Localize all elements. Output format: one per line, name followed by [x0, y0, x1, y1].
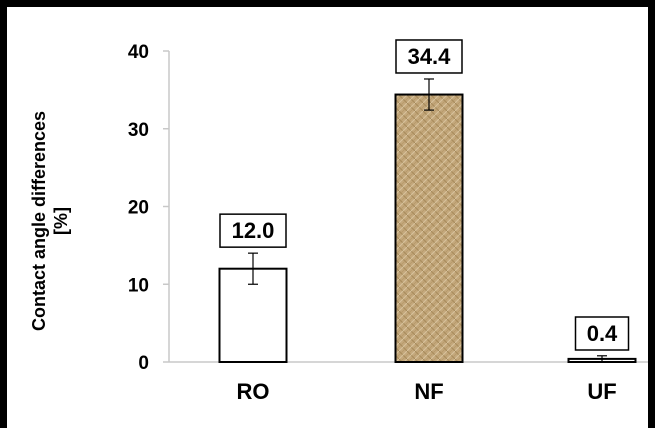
x-tick-label-uf: UF [587, 379, 616, 404]
data-label-ro: 12.0 [220, 214, 286, 247]
svg-text:34.4: 34.4 [408, 44, 452, 69]
y-axis-title-line-2: [%] [51, 207, 71, 235]
y-tick-label: 0 [138, 353, 149, 374]
y-tick-label: 20 [128, 198, 149, 219]
y-ticks: 0 10 20 30 40 [128, 42, 169, 374]
x-tick-label-nf: NF [414, 379, 443, 404]
bar-nf [396, 95, 463, 362]
y-axis-title: Contact angle differences [%] [29, 111, 71, 331]
y-axis-title-line-1: Contact angle differences [29, 111, 49, 331]
x-tick-label-ro: RO [237, 379, 270, 404]
data-label-uf: 0.4 [576, 317, 629, 350]
bar-chart: Contact angle differences [%] 010203040 … [7, 7, 648, 428]
data-label-nf: 34.4 [396, 40, 462, 73]
svg-text:12.0: 12.0 [232, 218, 275, 243]
category-labels: RO NF UF [237, 379, 617, 404]
y-tick-label: 30 [128, 120, 149, 141]
y-tick-label: 10 [128, 275, 149, 296]
y-tick-label: 40 [128, 42, 149, 63]
svg-text:0.4: 0.4 [587, 321, 618, 346]
